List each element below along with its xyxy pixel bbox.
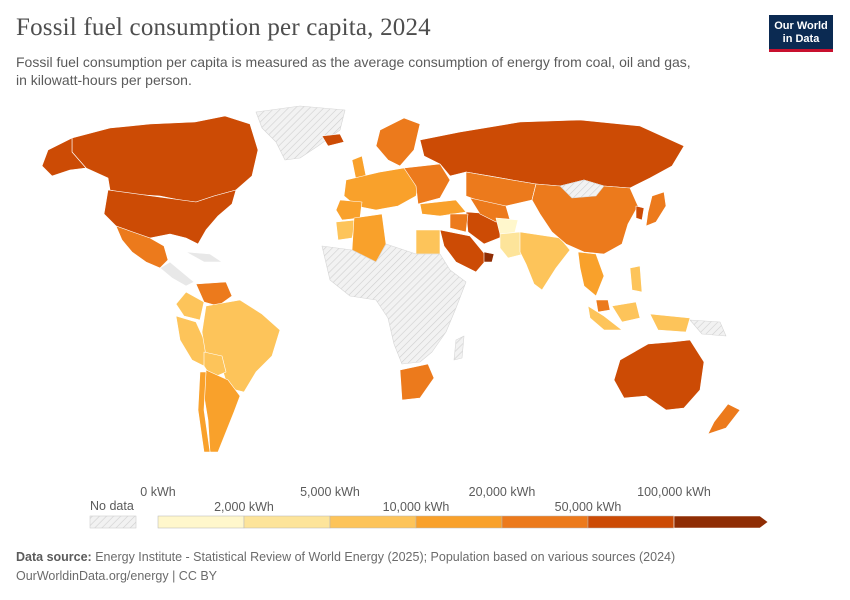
region-south-korea[interactable] <box>635 205 645 221</box>
region-philippines[interactable] <box>629 265 643 293</box>
owid-logo[interactable]: Our World in Data <box>769 15 833 52</box>
region-malaysia[interactable] <box>595 299 611 313</box>
region-caribbean[interactable] <box>185 251 223 263</box>
data-source-label: Data source: <box>16 550 92 564</box>
url-license[interactable]: OurWorldinData.org/energy | CC BY <box>16 569 218 583</box>
region-turkey[interactable] <box>419 199 467 217</box>
region-pakistan[interactable] <box>499 231 525 259</box>
data-source: Data source: Energy Institute - Statisti… <box>16 548 675 567</box>
region-iberia[interactable] <box>335 199 363 221</box>
region-new-zealand[interactable] <box>707 403 741 435</box>
legend-bin-1[interactable] <box>243 515 331 529</box>
logo-line-2: in Data <box>782 33 820 45</box>
region-iraq[interactable] <box>449 213 469 233</box>
region-chile[interactable] <box>197 371 211 453</box>
subtitle-line-1: Fossil fuel consumption per capita is me… <box>16 54 691 70</box>
region-egypt[interactable] <box>415 229 441 255</box>
region-colombia[interactable] <box>175 291 205 321</box>
legend-color-bins <box>157 515 769 529</box>
legend-bin-4[interactable] <box>501 515 589 529</box>
region-argentina[interactable] <box>203 369 241 453</box>
world-map <box>41 105 741 453</box>
legend-no-data-label: No data <box>90 499 134 513</box>
region-saudi-arabia[interactable] <box>439 229 489 273</box>
legend-tick-4: 20,000 kWh <box>469 485 536 499</box>
legend-bin-5[interactable] <box>587 515 675 529</box>
region-indonesia[interactable] <box>587 301 691 333</box>
data-source-text[interactable]: Energy Institute - Statistical Review of… <box>95 550 676 564</box>
logo-line-1: Our World <box>774 20 828 32</box>
chart-subtitle: Fossil fuel consumption per capita is me… <box>16 53 756 89</box>
legend-tick-labels: 0 kWh 2,000 kWh 5,000 kWh 10,000 kWh 20,000 … <box>140 485 711 514</box>
region-kazakhstan[interactable] <box>465 171 537 207</box>
region-madagascar[interactable] <box>453 335 465 361</box>
region-iceland[interactable] <box>321 133 345 147</box>
legend-tick-2: 5,000 kWh <box>300 485 360 499</box>
legend-tick-1: 2,000 kWh <box>214 500 274 514</box>
region-africa-no-data[interactable] <box>321 243 467 365</box>
legend-bin-0[interactable] <box>157 515 245 529</box>
region-south-africa[interactable] <box>399 363 435 401</box>
region-papua[interactable] <box>689 319 727 337</box>
region-peru[interactable] <box>175 315 207 367</box>
region-canada[interactable] <box>71 115 259 203</box>
region-southeast-asia[interactable] <box>577 251 605 297</box>
map-legend: No data 0 kWh 2,000 kWh 5,000 kWh 10,000 kW… <box>89 485 769 529</box>
region-scandinavia[interactable] <box>375 117 421 167</box>
legend-tick-3: 10,000 kWh <box>383 500 450 514</box>
region-australia[interactable] <box>613 339 705 411</box>
legend-bin-6[interactable] <box>673 515 769 529</box>
legend-tick-0: 0 kWh <box>140 485 175 499</box>
region-russia[interactable] <box>419 119 685 189</box>
chart-title: Fossil fuel consumption per capita, 2024 <box>16 14 431 41</box>
legend-no-data-swatch <box>89 515 137 529</box>
region-venezuela[interactable] <box>195 281 233 307</box>
legend-bin-3[interactable] <box>415 515 503 529</box>
region-central-america[interactable] <box>159 261 195 287</box>
footer: Data source: Energy Institute - Statisti… <box>16 548 675 586</box>
legend-tick-6: 100,000 kWh <box>637 485 711 499</box>
legend-bin-2[interactable] <box>329 515 417 529</box>
region-mongolia[interactable] <box>559 179 605 199</box>
subtitle-line-2: in kilowatt-hours per person. <box>16 72 192 88</box>
region-morocco[interactable] <box>335 219 357 241</box>
region-alaska[interactable] <box>41 137 87 177</box>
region-japan[interactable] <box>645 191 667 227</box>
region-greenland[interactable] <box>255 105 346 161</box>
region-uae[interactable] <box>483 251 495 263</box>
legend-tick-5: 50,000 kWh <box>555 500 622 514</box>
